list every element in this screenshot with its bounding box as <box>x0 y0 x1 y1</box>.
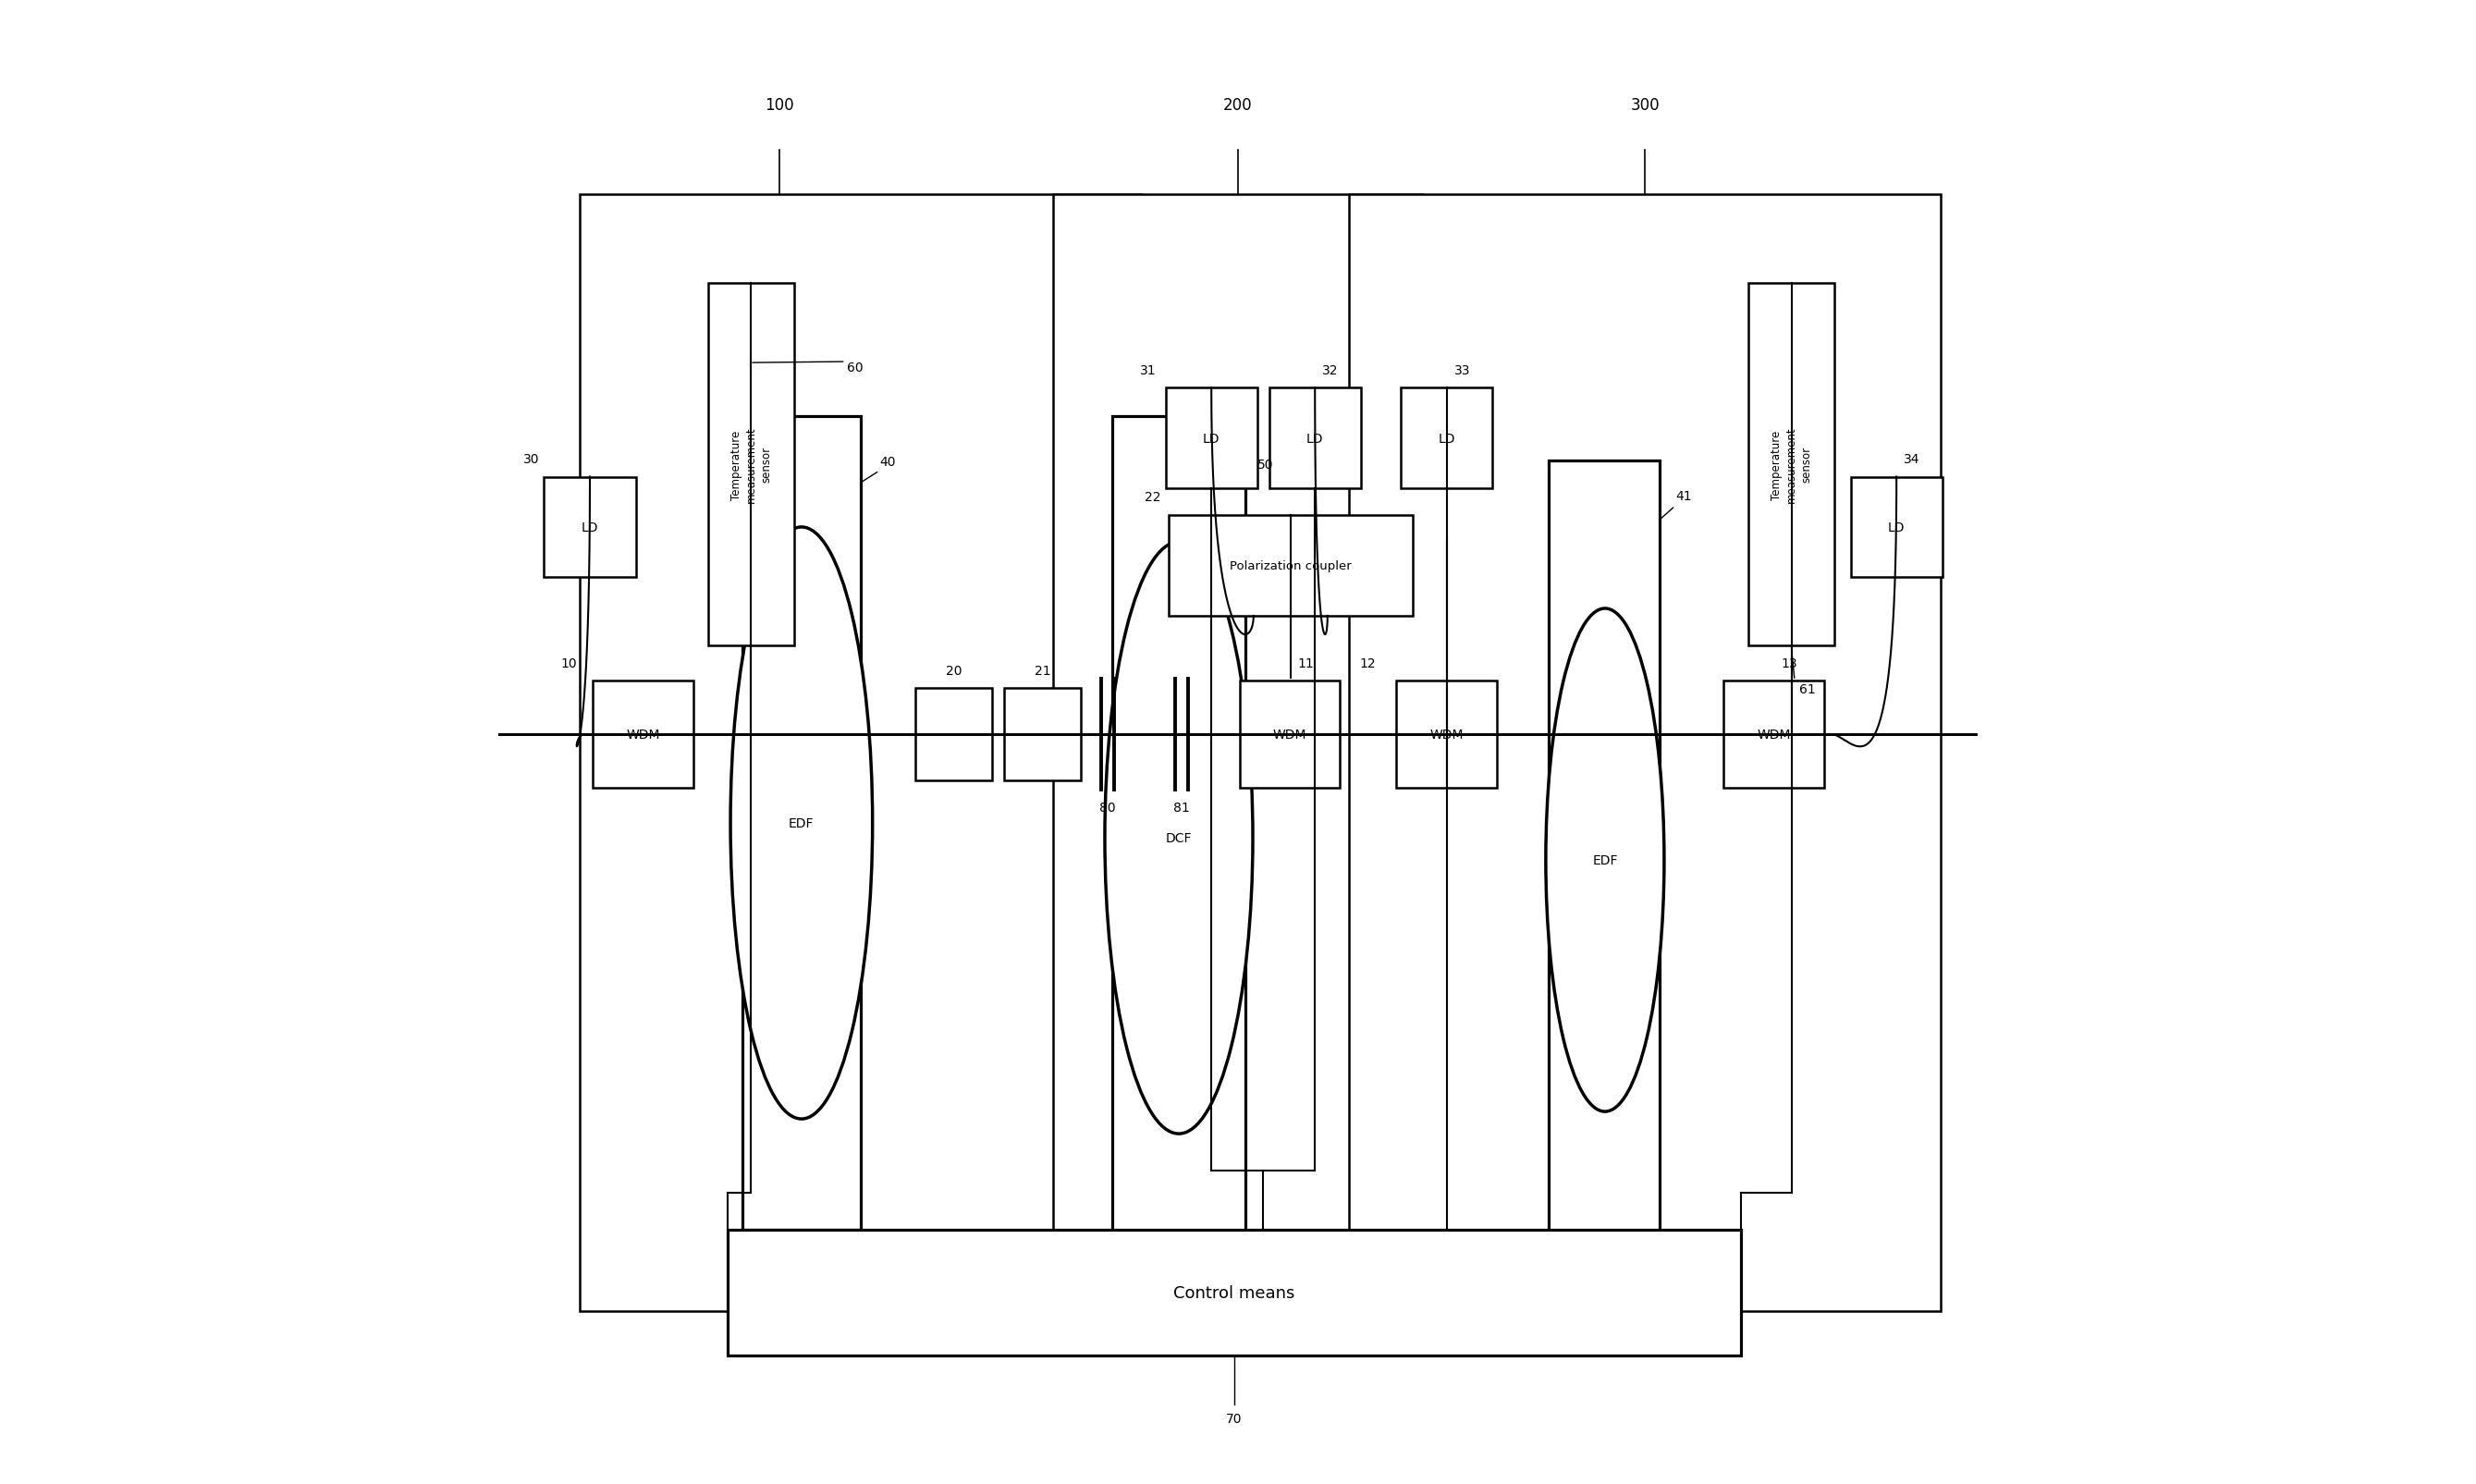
Text: WDM: WDM <box>1273 729 1307 741</box>
Bar <box>1349 194 1941 1312</box>
Bar <box>1166 389 1258 490</box>
Text: 300: 300 <box>1629 96 1659 113</box>
Bar <box>1748 283 1835 646</box>
Ellipse shape <box>730 528 872 1119</box>
Bar <box>545 478 636 577</box>
Text: 31: 31 <box>1141 364 1156 377</box>
Text: 81: 81 <box>1174 801 1191 815</box>
Text: EDF: EDF <box>1592 853 1617 867</box>
Bar <box>1550 462 1659 1252</box>
Bar <box>592 681 693 788</box>
Text: Polarization coupler: Polarization coupler <box>1231 559 1352 571</box>
Bar <box>743 417 862 1230</box>
Text: 21: 21 <box>1035 663 1050 677</box>
Bar <box>916 689 993 781</box>
Text: 41: 41 <box>1676 490 1691 503</box>
Text: 30: 30 <box>522 453 540 466</box>
Bar <box>1270 389 1362 490</box>
Bar <box>728 1230 1741 1356</box>
Text: Control means: Control means <box>1174 1285 1295 1301</box>
Text: 80: 80 <box>1099 801 1117 815</box>
Text: WDM: WDM <box>1429 729 1463 741</box>
Bar <box>1240 681 1340 788</box>
Text: LD: LD <box>1887 521 1904 534</box>
Text: 20: 20 <box>946 663 963 677</box>
Text: EDF: EDF <box>790 816 815 830</box>
Bar <box>1052 194 1424 1312</box>
Text: 100: 100 <box>765 96 795 113</box>
Text: Temperature
measurement
sensor: Temperature measurement sensor <box>730 426 773 503</box>
Text: 50: 50 <box>1258 459 1273 472</box>
Text: LD: LD <box>1203 432 1221 445</box>
Text: LD: LD <box>1439 432 1456 445</box>
Text: LD: LD <box>1307 432 1325 445</box>
Text: WDM: WDM <box>1758 729 1790 741</box>
Text: 32: 32 <box>1322 364 1340 377</box>
Text: 33: 33 <box>1453 364 1471 377</box>
Text: 200: 200 <box>1223 96 1253 113</box>
Text: 34: 34 <box>1904 453 1919 466</box>
Text: 22: 22 <box>1144 491 1161 505</box>
Text: WDM: WDM <box>626 729 661 741</box>
Text: DCF: DCF <box>1166 831 1191 844</box>
Bar <box>579 194 1141 1312</box>
Text: Temperature
measurement
sensor: Temperature measurement sensor <box>1770 426 1812 503</box>
Ellipse shape <box>1545 608 1664 1112</box>
Text: 40: 40 <box>879 456 896 469</box>
Text: 12: 12 <box>1359 656 1377 669</box>
Text: 11: 11 <box>1297 656 1315 669</box>
Bar <box>1169 516 1414 616</box>
Ellipse shape <box>1104 542 1253 1134</box>
Bar <box>1005 689 1082 781</box>
Text: 61: 61 <box>1800 683 1815 696</box>
Bar <box>708 283 795 646</box>
Text: 60: 60 <box>847 361 864 374</box>
Text: 70: 70 <box>1226 1411 1243 1425</box>
Bar <box>1850 478 1941 577</box>
Text: 10: 10 <box>560 656 577 669</box>
Bar <box>1112 417 1245 1252</box>
Bar <box>1396 681 1498 788</box>
Text: LD: LD <box>582 521 599 534</box>
Text: 13: 13 <box>1780 656 1798 669</box>
Bar <box>1401 389 1493 490</box>
Bar <box>1723 681 1825 788</box>
